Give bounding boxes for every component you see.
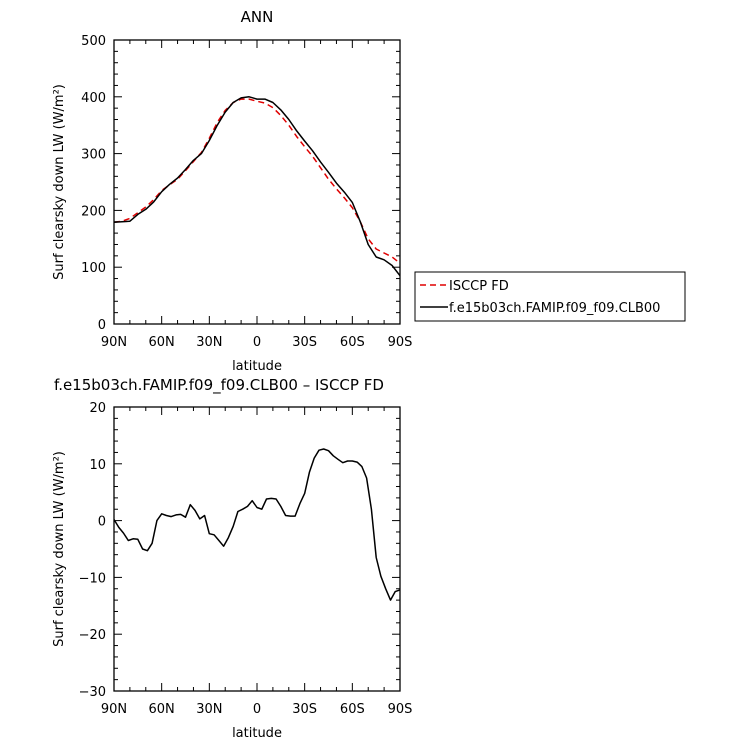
top-panel: ANN 90N 60N 30N 0 30S 60S 90S0100200300400500 … bbox=[52, 8, 686, 374]
legend: ISCCP FD f.e15b03ch.FAMIP.f09_f09.CLB00 bbox=[414, 271, 686, 322]
bot-x-tick-label: 60N bbox=[149, 702, 175, 717]
top-x-tick-label: 30N bbox=[196, 335, 222, 350]
bot-y-tick-label: −30 bbox=[79, 685, 106, 700]
top-y-tick-label: 400 bbox=[81, 91, 106, 106]
top-chart-title: ANN bbox=[241, 8, 274, 26]
top-y-tick-label: 300 bbox=[81, 148, 106, 163]
bot-y-tick-label: −20 bbox=[79, 628, 106, 643]
bot-x-tick-label: 30S bbox=[292, 702, 317, 717]
bot-x-tick-label: 60S bbox=[340, 702, 365, 717]
top-x-tick-label: 60S bbox=[340, 335, 365, 350]
top-x-tick-label: 60N bbox=[149, 335, 175, 350]
bottom-x-axis-label: latitude bbox=[232, 726, 282, 741]
bot-y-tick-label: 10 bbox=[89, 458, 106, 473]
bot-y-tick-label: −10 bbox=[79, 571, 106, 586]
bot-series-line-0 bbox=[113, 448, 401, 601]
bot-y-tick-label: 20 bbox=[89, 401, 106, 416]
top-x-axis-label: latitude bbox=[232, 359, 282, 374]
legend-label-isccp: ISCCP FD bbox=[449, 279, 509, 294]
bot-x-tick-label: 90N bbox=[101, 702, 127, 717]
bot-x-tick-label: 90S bbox=[388, 702, 413, 717]
bottom-y-axis-label: Surf clearsky down LW (W/m²) bbox=[52, 451, 67, 647]
top-y-axis-label: Surf clearsky down LW (W/m²) bbox=[52, 84, 67, 280]
top-series-line-1 bbox=[113, 96, 401, 277]
top-plot-frame bbox=[113, 39, 401, 325]
top-x-tick-label: 90S bbox=[388, 335, 413, 350]
top-x-tick-label: 0 bbox=[253, 335, 261, 350]
legend-label-model: f.e15b03ch.FAMIP.f09_f09.CLB00 bbox=[449, 301, 660, 316]
legend-box bbox=[414, 271, 686, 322]
top-y-tick-label: 0 bbox=[98, 318, 106, 333]
top-y-tick-label: 200 bbox=[81, 204, 106, 219]
bot-x-tick-label: 0 bbox=[253, 702, 261, 717]
top-series-line-0 bbox=[113, 98, 401, 264]
top-x-tick-label: 90N bbox=[101, 335, 127, 350]
top-x-tick-label: 30S bbox=[292, 335, 317, 350]
bottom-chart-title: f.e15b03ch.FAMIP.f09_f09.CLB00 – ISCCP F… bbox=[54, 376, 384, 395]
bottom-plot-frame bbox=[113, 406, 401, 692]
bot-x-tick-label: 30N bbox=[196, 702, 222, 717]
bot-y-tick-label: 0 bbox=[98, 515, 106, 530]
bottom-panel: f.e15b03ch.FAMIP.f09_f09.CLB00 – ISCCP F… bbox=[52, 376, 412, 741]
top-y-tick-label: 100 bbox=[81, 261, 106, 276]
top-y-tick-label: 500 bbox=[81, 34, 106, 49]
